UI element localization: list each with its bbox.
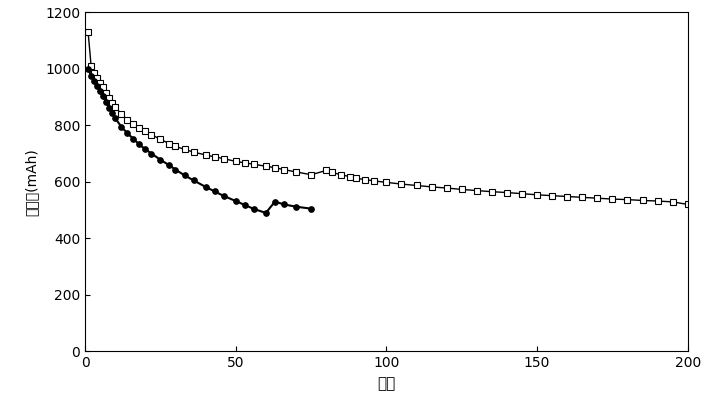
series1: [117, 112, 125, 116]
series2: [307, 206, 316, 211]
series2: [172, 167, 180, 172]
Y-axis label: 放电量(mAh): 放电量(mAh): [24, 148, 38, 216]
series2: [84, 66, 92, 71]
series2: [108, 111, 116, 116]
series2: [86, 73, 95, 78]
series1: [683, 202, 692, 207]
series2: [156, 157, 164, 162]
series2: [123, 131, 132, 136]
series1: [147, 132, 156, 137]
series2: [147, 151, 156, 156]
series1: [180, 147, 189, 152]
series2: [93, 84, 101, 88]
series1: [165, 141, 174, 146]
series2: [220, 194, 228, 198]
series2: [105, 105, 113, 110]
series2: [211, 189, 219, 194]
series2: [135, 142, 143, 147]
series2: [189, 178, 198, 183]
series2: [271, 199, 279, 204]
series2: [129, 137, 138, 141]
series2: [279, 202, 288, 207]
series2: [180, 173, 189, 178]
series2: [240, 202, 249, 207]
Line: series2: series2: [85, 66, 314, 216]
series2: [117, 124, 125, 129]
series2: [111, 116, 119, 120]
series1: [189, 149, 198, 154]
series2: [90, 79, 99, 84]
X-axis label: 循环: 循环: [377, 376, 396, 391]
series2: [96, 89, 104, 94]
series1: [361, 177, 369, 182]
series2: [262, 210, 270, 215]
series1: [84, 29, 92, 34]
series2: [201, 185, 210, 189]
Line: series1: series1: [85, 29, 691, 207]
series2: [102, 100, 111, 105]
series2: [99, 94, 108, 99]
series2: [250, 206, 258, 211]
series2: [165, 163, 174, 168]
series2: [231, 199, 240, 204]
series2: [292, 204, 301, 209]
series2: [141, 147, 150, 152]
